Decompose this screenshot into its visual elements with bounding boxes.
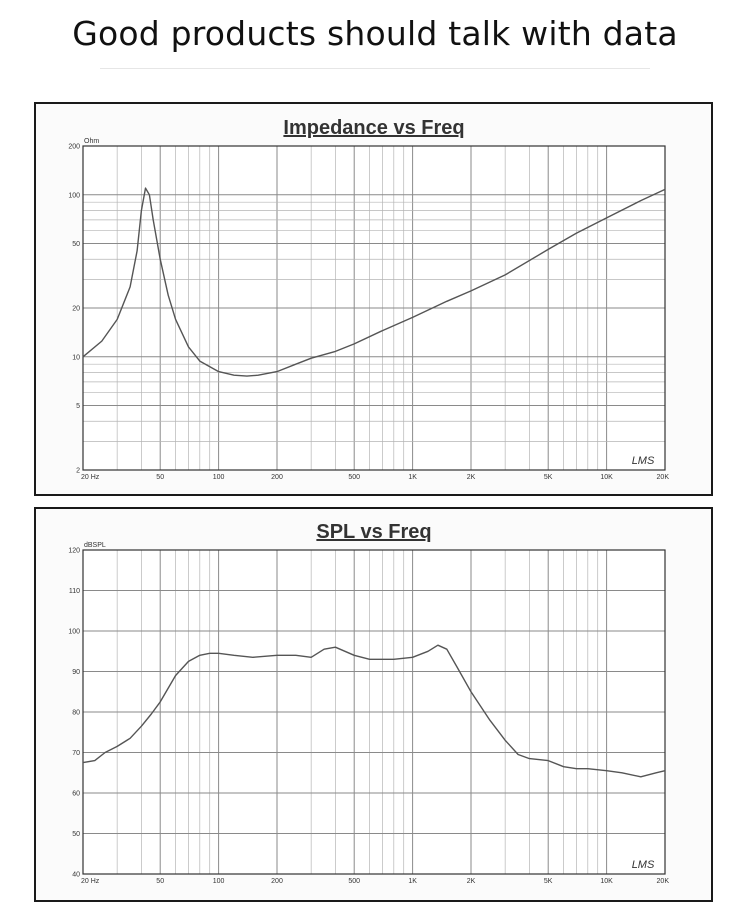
y-tick-label: 80	[72, 710, 80, 717]
y-tick-label: 5	[76, 403, 80, 410]
x-tick-label: 20 Hz	[81, 878, 100, 885]
y-axis-label: Ohm	[84, 138, 99, 145]
impedance-chart-panel: Impedance vs Freq Ohm 200 100 50 20 10 5 2 20 Hz 5…	[34, 102, 713, 496]
x-tick-label: 2K	[467, 878, 476, 885]
chart-title: SPL vs Freq	[316, 521, 431, 543]
y-tick-label: 20	[72, 306, 80, 313]
y-tick-label: 40	[72, 872, 80, 879]
y-tick-label: 10	[72, 354, 80, 361]
x-tick-label: 50	[156, 878, 164, 885]
x-tick-label: 200	[271, 474, 283, 481]
x-tick-label: 2K	[467, 474, 476, 481]
spl-chart: SPL vs Freq dBSPL 120 110 100 90 80 70 60 50 4020 …	[68, 521, 670, 885]
spl-chart-panel: SPL vs Freq dBSPL 120 110 100 90 80 70 60 50 40 20 …	[34, 507, 713, 902]
x-tick-label: 50	[156, 474, 164, 481]
x-tick-label: 100	[213, 474, 225, 481]
y-tick-label: 90	[72, 669, 80, 676]
lms-watermark: LMS	[632, 859, 655, 871]
y-tick-label: 200	[68, 144, 80, 151]
y-tick-label: 100	[68, 192, 80, 199]
y-tick-label: 60	[72, 791, 80, 798]
y-tick-label: 50	[72, 831, 80, 838]
x-tick-label: 10K	[600, 878, 613, 885]
x-tick-label: 5K	[544, 474, 553, 481]
x-tick-label: 5K	[544, 878, 553, 885]
y-tick-label: 70	[72, 750, 80, 757]
y-tick-label: 2	[76, 468, 80, 475]
x-tick-label: 20K	[657, 474, 670, 481]
series-line	[82, 187, 666, 377]
x-tick-label: 1K	[408, 878, 417, 885]
chart-title: Impedance vs Freq	[283, 117, 464, 139]
plot-frame	[82, 549, 666, 875]
impedance-chart: Impedance vs Freq Ohm 200 100 50 20 10 5 220 Hz 5…	[68, 117, 670, 481]
x-tick-label: 500	[348, 474, 360, 481]
x-tick-label: 200	[271, 878, 283, 885]
y-axis-label: dBSPL	[84, 542, 106, 549]
y-tick-label: 120	[68, 548, 80, 555]
lms-watermark: LMS	[632, 455, 655, 467]
x-tick-label: 100	[213, 878, 225, 885]
headline-divider	[100, 68, 650, 69]
series-line	[82, 644, 666, 778]
plot-frame	[82, 145, 666, 471]
y-tick-label: 110	[69, 588, 80, 595]
x-tick-label: 20K	[657, 878, 670, 885]
x-tick-label: 20 Hz	[81, 474, 100, 481]
x-tick-label: 1K	[408, 474, 417, 481]
y-tick-label: 50	[72, 241, 80, 248]
x-tick-label: 500	[348, 878, 360, 885]
page-headline: Good products should talk with data	[72, 14, 678, 53]
x-tick-label: 10K	[600, 474, 613, 481]
y-tick-label: 100	[68, 629, 80, 636]
